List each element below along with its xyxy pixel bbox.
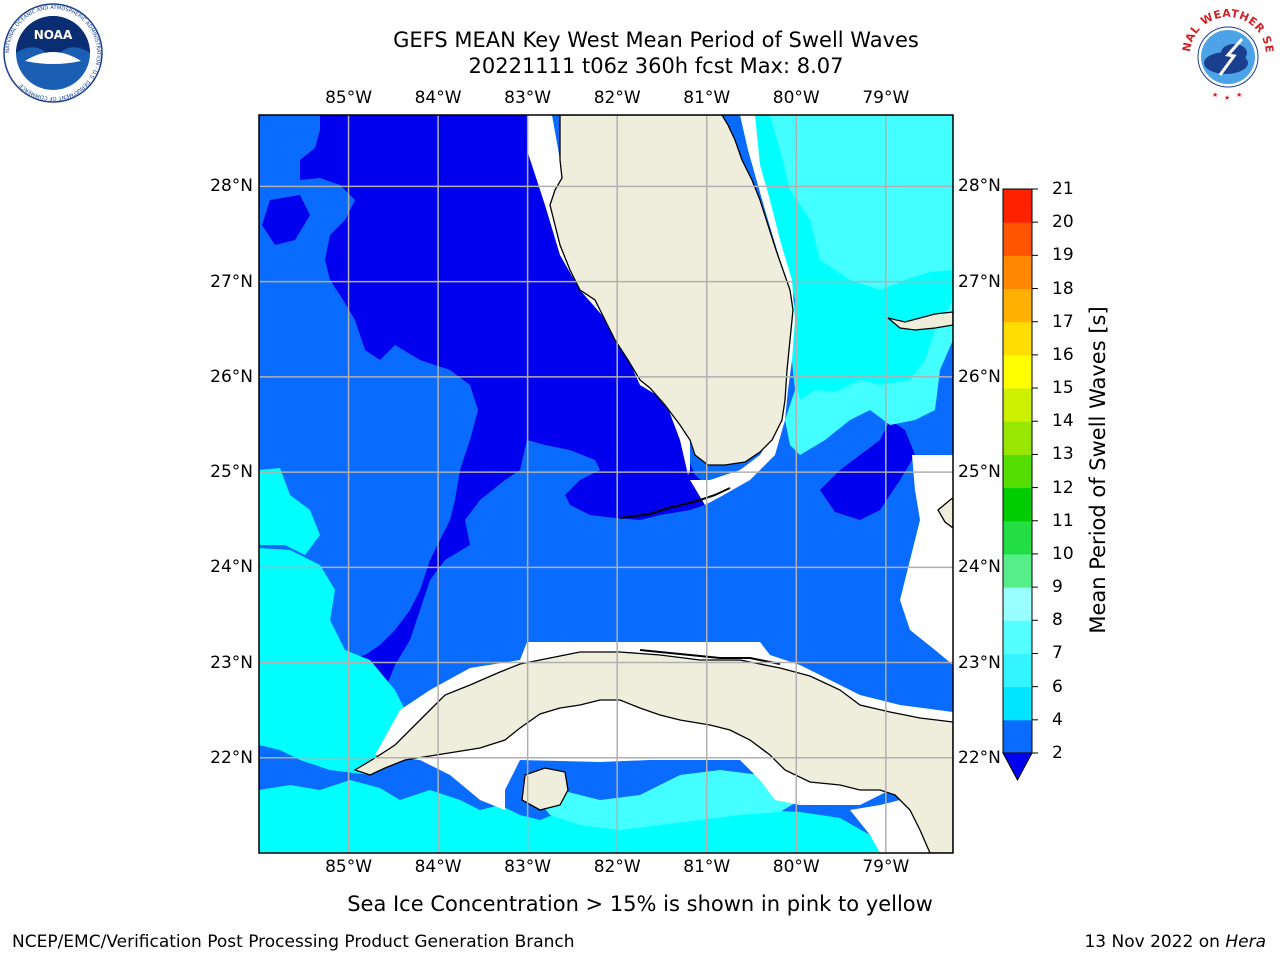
lat-tick-label-right: 25°N <box>958 462 1001 483</box>
land-cuba <box>353 651 953 853</box>
footer-credit: NCEP/EMC/Verification Post Processing Pr… <box>12 932 575 952</box>
svg-text:★: ★ <box>1224 94 1230 102</box>
colorbar-tick-label: 18 <box>1052 278 1074 299</box>
colorbar-segment <box>1003 553 1032 588</box>
colorbar-tick-label: 20 <box>1052 212 1074 233</box>
colorbar-segment <box>1003 620 1032 654</box>
lon-tick-label-top: 81°W <box>683 88 731 108</box>
colorbar-segment <box>1003 686 1032 721</box>
land-andros <box>937 497 953 529</box>
colorbar <box>1002 188 1038 782</box>
lon-tick-label-bottom: 83°W <box>504 857 552 877</box>
lon-tick-label-top: 83°W <box>504 88 552 108</box>
lat-tick-label-left: 25°N <box>210 462 253 483</box>
colorbar-segment <box>1003 587 1032 621</box>
footer-timestamp: 13 Nov 2022 on Hera <box>1084 931 1266 953</box>
colorbar-tick-label: 12 <box>1052 477 1074 498</box>
colorbar-segment <box>1003 388 1032 422</box>
lat-tick-label-left: 28°N <box>210 176 253 197</box>
lat-tick-label-right: 22°N <box>958 747 1001 768</box>
no-data-area-florida-east <box>690 115 795 505</box>
colorbar-frame <box>1002 188 1033 754</box>
colorbar-tick-label: 13 <box>1052 444 1074 465</box>
colorbar-segment <box>1003 520 1032 555</box>
lon-tick-label-top: 85°W <box>325 88 373 108</box>
land-isla-de-la-juventud <box>521 767 569 811</box>
swell-contour-mid-straits <box>680 572 770 640</box>
swell-contour-dark-east <box>820 420 915 520</box>
colorbar-tick-label: 10 <box>1052 543 1074 564</box>
lat-tick-label-right: 24°N <box>958 557 1001 578</box>
no-data-area-bahamas <box>900 455 953 665</box>
colorbar-tick-label: 6 <box>1052 676 1063 697</box>
svg-text:★: ★ <box>1212 91 1218 99</box>
lat-tick-label-right: 23°N <box>958 652 1001 673</box>
colorbar-tick-label: 16 <box>1052 344 1074 365</box>
colorbar-tick-label: 17 <box>1052 311 1074 332</box>
florida-keys <box>619 487 731 519</box>
colorbar-label: Mean Period of Swell Waves [s] <box>1086 306 1110 634</box>
colorbar-segment <box>1003 222 1032 256</box>
nws-logo: NATIONAL WEATHER SERVICE ★★★ <box>1178 3 1277 102</box>
lon-tick-label-top: 84°W <box>414 88 462 108</box>
lon-tick-label-bottom: 84°W <box>414 857 462 877</box>
swell-contour-dark <box>290 115 718 725</box>
colorbar-tick-label: 21 <box>1052 179 1074 199</box>
land-bahamas <box>887 311 953 331</box>
colorbar-tick-label: 2 <box>1052 743 1063 763</box>
swell-contour-cyan-west <box>259 468 320 555</box>
lat-tick-label-left: 27°N <box>210 271 253 292</box>
colorbar-segment <box>1003 288 1032 323</box>
footer-host: Hera <box>1225 932 1266 952</box>
footer-date: 13 Nov 2022 on <box>1084 932 1220 952</box>
svg-text:★: ★ <box>1236 91 1242 99</box>
lon-tick-label-bottom: 79°W <box>862 857 910 877</box>
lat-tick-label-left: 23°N <box>210 652 253 673</box>
lat-tick-label-right: 26°N <box>958 366 1001 387</box>
colorbar-segment <box>1003 354 1032 389</box>
colorbar-tick-label: 11 <box>1052 510 1074 531</box>
colorbar-tick-label: 14 <box>1052 411 1074 432</box>
chart-subtitle: 20221111 t06z 360h fcst Max: 8.07 <box>468 54 844 78</box>
colorbar-segment <box>1003 421 1032 455</box>
colorbar-segment <box>1003 487 1032 522</box>
chart-title: GEFS MEAN Key West Mean Period of Swell … <box>393 28 919 52</box>
lon-tick-label-bottom: 82°W <box>593 857 641 877</box>
colorbar-segment <box>1003 719 1032 754</box>
lat-tick-label-left: 26°N <box>210 366 253 387</box>
colorbar-segment <box>1003 255 1032 290</box>
colorbar-tick-label: 19 <box>1052 245 1074 266</box>
lon-tick-label-top: 79°W <box>862 88 910 108</box>
map-frame <box>258 114 954 854</box>
lat-tick-label-right: 28°N <box>958 176 1001 197</box>
colorbar-tick-label: 4 <box>1052 709 1063 730</box>
lat-tick-label-left: 22°N <box>210 747 253 768</box>
noaa-logo-text: NOAA <box>34 28 73 42</box>
lon-tick-label-bottom: 81°W <box>683 857 731 877</box>
colorbar-segment <box>1003 454 1032 489</box>
sea-ice-note: Sea Ice Concentration > 15% is shown in … <box>347 892 933 916</box>
lon-tick-label-bottom: 80°W <box>772 857 820 877</box>
colorbar-tick-label: 9 <box>1052 577 1063 598</box>
lat-tick-label-right: 27°N <box>958 271 1001 292</box>
colorbar-segment <box>1003 189 1032 223</box>
cuba-north-cays <box>639 649 781 665</box>
noaa-logo: NATIONAL OCEANIC AND ATMOSPHERIC ADMINIS… <box>3 3 103 103</box>
lon-tick-label-top: 82°W <box>593 88 641 108</box>
colorbar-segment <box>1003 653 1032 688</box>
map-gridlines <box>259 115 953 853</box>
colorbar-tick-label: 7 <box>1052 643 1063 664</box>
swell-contour-cyan-southwest <box>259 548 420 775</box>
colorbar-segment <box>1003 321 1032 356</box>
swell-contour-lightcyan-south <box>530 770 800 830</box>
lon-tick-label-bottom: 85°W <box>325 857 373 877</box>
colorbar-tick-label: 15 <box>1052 378 1074 399</box>
swell-contour-dark-patch <box>262 195 310 245</box>
lon-tick-label-top: 80°W <box>772 88 820 108</box>
colorbar-tick-label: 8 <box>1052 610 1063 631</box>
lat-tick-label-left: 24°N <box>210 557 253 578</box>
